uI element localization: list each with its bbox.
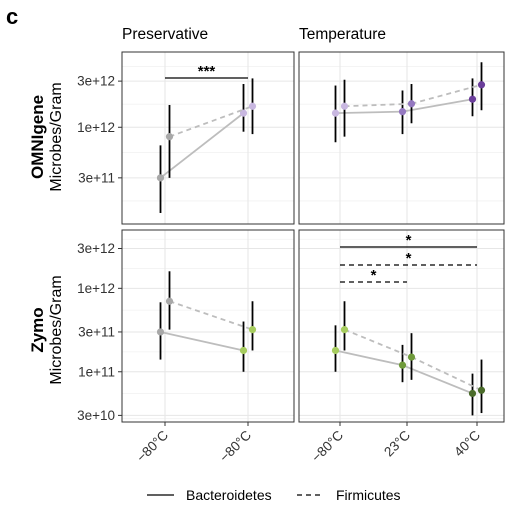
series-line-firmicutes [344,102,412,108]
y-tick-label: 1e+12 [77,281,115,296]
column-title-temperature: Temperature [299,26,386,43]
panel-background [298,51,505,225]
data-point-bacteroidetes [398,361,407,369]
row-title-omnigene-bold: OMNIgene [28,95,47,179]
row-title-zymo-bold: Zymo [28,307,47,352]
data-point-firmicutes [477,386,486,394]
series-line-bacteroidetes [402,98,473,113]
data-point-bacteroidetes [468,389,477,398]
column-title-preservative: Preservative [122,26,208,43]
series-line-firmicutes [344,328,412,358]
data-point-firmicutes [248,102,257,110]
panel-letter: c [6,4,18,29]
panel-border [298,229,505,423]
series-line-firmicutes [169,300,253,331]
data-point-bacteroidetes [331,346,340,355]
row-title-zymo: Zymo Microbes/Gram [28,275,65,384]
data-point-firmicutes [477,81,486,89]
data-point-bacteroidetes [156,328,165,336]
row-title-zymo-sub: Microbes/Gram [48,275,65,384]
x-tick-label: 23°C [381,427,413,459]
data-point-bacteroidetes [331,109,340,117]
y-tick-label: 3e+11 [78,324,115,339]
series-line-bacteroidetes [160,331,244,352]
data-point-firmicutes [407,100,416,108]
legend-label-bacteroidetes: Bacteroidetes [186,487,272,503]
data-point-firmicutes [165,133,174,141]
panel-background [298,229,505,423]
x-tick-label: −80°C [217,427,255,465]
y-tick-label: 3e+11 [78,170,115,185]
significance-label: *** [198,63,216,80]
data-point-firmicutes [340,326,349,334]
y-tick-label: 3e+12 [77,241,115,256]
data-point-bacteroidetes [239,109,248,117]
series-line-bacteroidetes [402,364,473,395]
row-title-omnigene-sub: Microbes/Gram [48,82,65,191]
data-point-bacteroidetes [156,174,165,182]
y-tick-label: 3e+10 [77,408,115,423]
x-tick-label: 40°C [451,427,483,459]
y-tick-label: 3e+12 [77,74,115,89]
data-point-firmicutes [340,102,349,110]
panel-background [121,229,295,423]
data-point-firmicutes [407,353,416,361]
series-line-bacteroidetes [335,110,403,115]
series-line-bacteroidetes [335,349,403,367]
series-line-bacteroidetes [159,112,245,179]
row-title-omnigene: OMNIgene Microbes/Gram [28,82,65,191]
series-line-firmicutes [411,356,482,392]
panel-border [298,51,505,225]
panel-border [121,229,295,423]
significance-label: * [371,267,377,284]
x-tick-label: −80°C [134,427,172,465]
legend-label-firmicutes: Firmicutes [336,487,401,503]
data-point-firmicutes [248,326,257,334]
series-line-firmicutes [411,83,482,105]
panels-layer: 3e+11 1e+12 3e+12 3e+10 1e+11 3e+11 1e+12 3e+12… [77,51,505,465]
legend: Bacteroidetes Firmicutes [147,487,401,503]
significance-label: * [406,232,412,249]
data-point-bacteroidetes [468,95,477,103]
data-point-bacteroidetes [239,346,248,355]
series-line-firmicutes [169,105,253,138]
significance-label: * [406,250,412,267]
data-point-firmicutes [165,297,174,305]
data-point-bacteroidetes [398,108,407,116]
x-tick-label: −80°C [309,427,347,465]
y-tick-label: 1e+11 [78,364,115,379]
panel-border [121,51,295,225]
y-tick-label: 1e+12 [77,120,115,135]
